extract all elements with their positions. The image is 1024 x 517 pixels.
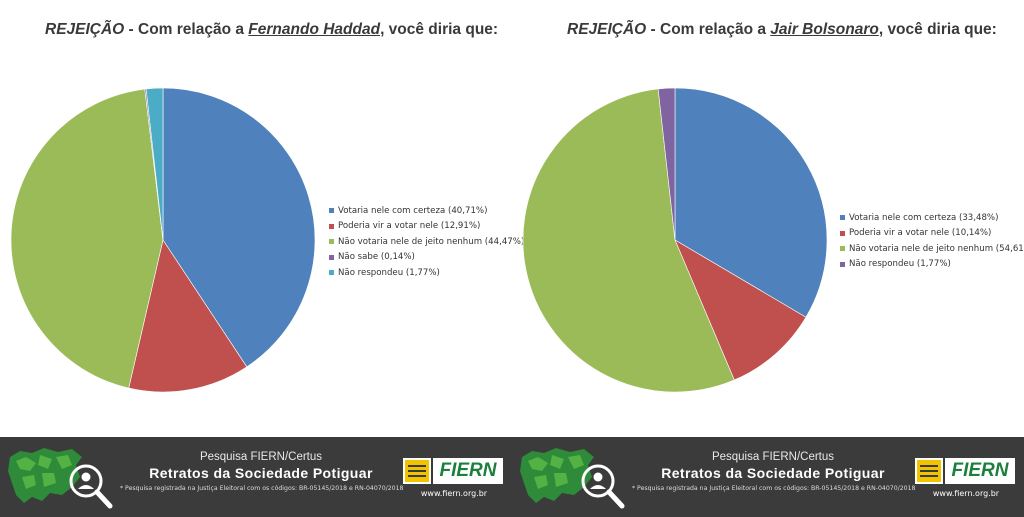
legend-swatch — [840, 215, 845, 221]
footer-bar: Pesquisa FIERN/Certus Retratos da Socied… — [0, 437, 1024, 517]
chart-title-prefix: REJEIÇÃO — [45, 21, 125, 38]
footer-subtitle: Pesquisa FIERN/Certus — [199, 451, 323, 463]
legend-haddad: Votaria nele com certeza (40,71%) Poderia… — [329, 203, 524, 281]
legend-item: Não votaria nele de jeito nenhum (44,47%… — [329, 234, 524, 250]
footer-section: Pesquisa FIERN/Certus Retratos da Socied… — [512, 437, 1024, 517]
legend-item: Votaria nele com certeza (33,48%) — [840, 210, 1024, 226]
legend-item: Poderia vir a votar nele (12,91%) — [329, 219, 524, 235]
legend-swatch — [329, 270, 334, 276]
legend-swatch — [840, 261, 845, 267]
footer-title: Retratos da Sociedade Potiguar — [661, 465, 885, 481]
legend-swatch — [329, 223, 334, 229]
legend-label: Poderia vir a votar nele (12,91%) — [338, 221, 481, 232]
legend-label: Votaria nele com certeza (33,48%) — [849, 212, 999, 223]
legend-swatch — [329, 208, 334, 214]
chart-panel-haddad: REJEIÇÃO - Com relação a Fernando Haddad… — [0, 0, 524, 437]
fiern-logo-icon — [403, 458, 431, 484]
fiern-logo: FIERN — [403, 458, 503, 484]
chart-title-middle: - Com relação a — [124, 21, 249, 38]
chart-title: REJEIÇÃO - Com relação a Fernando Haddad… — [45, 21, 498, 39]
legend-item: Poderia vir a votar nele (10,14%) — [840, 226, 1024, 242]
legend-bolsonaro: Votaria nele com certeza (33,48%) Poderia… — [840, 210, 1024, 272]
legend-label: Não respondeu (1,77%) — [849, 259, 951, 270]
footer-note: * Pesquisa registrada na Justiça Eleitor… — [120, 485, 404, 492]
fiern-logo-icon — [915, 458, 943, 484]
legend-item: Não respondeu (1,77%) — [329, 265, 524, 281]
pie-slice-3 — [10, 88, 164, 389]
fiern-brand: FIERN — [433, 458, 503, 484]
chart-title-prefix: REJEIÇÃO — [567, 21, 647, 38]
footer-subtitle: Pesquisa FIERN/Certus — [711, 451, 835, 463]
pie-slice-1 — [674, 87, 828, 318]
legend-swatch — [840, 246, 845, 252]
footer-text: Pesquisa FIERN/Certus Retratos da Socied… — [120, 451, 404, 492]
chart-title: REJEIÇÃO - Com relação a Jair Bolsonaro,… — [567, 21, 997, 39]
footer-url: www.fiern.org.br — [932, 489, 1000, 498]
rn-map-magnifier-icon — [8, 448, 113, 509]
footer-url: www.fiern.org.br — [420, 489, 488, 498]
legend-label: Não respondeu (1,77%) — [338, 267, 440, 278]
footer-section: Pesquisa FIERN/Certus Retratos da Socied… — [0, 437, 512, 517]
legend-label: Não sabe (0,14%) — [338, 252, 415, 263]
legend-item: Não respondeu (1,77%) — [840, 257, 1024, 273]
fiern-brand: FIERN — [945, 458, 1015, 484]
chart-title-name: Jair Bolsonaro — [770, 21, 879, 38]
pie-slice-2 — [128, 239, 248, 393]
legend-label: Poderia vir a votar nele (10,14%) — [849, 228, 992, 239]
legend-label: Votaria nele com certeza (40,71%) — [338, 205, 488, 216]
pie-slice-5 — [145, 87, 164, 241]
pie-slice-3 — [522, 88, 735, 393]
chart-title-name: Fernando Haddad — [248, 21, 381, 38]
pie-chart-bolsonaro — [522, 87, 828, 393]
pie-slice-2 — [674, 239, 807, 381]
legend-swatch — [329, 254, 334, 260]
pie-slice-4 — [657, 87, 676, 241]
footer-text: Pesquisa FIERN/Certus Retratos da Socied… — [632, 451, 916, 492]
chart-title-middle: - Com relação a — [646, 21, 771, 38]
chart-title-suffix: , você diria que: — [380, 21, 499, 38]
rn-map-magnifier-icon — [520, 448, 625, 509]
legend-item: Não votaria nele de jeito nenhum (54,61%… — [840, 241, 1024, 257]
legend-item: Não sabe (0,14%) — [329, 250, 524, 266]
pie-chart-haddad — [10, 87, 316, 393]
chart-title-suffix: , você diria que: — [878, 21, 997, 38]
legend-swatch — [329, 239, 334, 245]
fiern-logo: FIERN — [915, 458, 1015, 484]
footer-title: Retratos da Sociedade Potiguar — [149, 465, 373, 481]
legend-item: Votaria nele com certeza (40,71%) — [329, 203, 524, 219]
legend-swatch — [840, 230, 845, 236]
legend-label: Não votaria nele de jeito nenhum (54,61%… — [849, 243, 1024, 254]
legend-label: Não votaria nele de jeito nenhum (44,47%… — [338, 236, 525, 247]
footer-note: * Pesquisa registrada na Justiça Eleitor… — [632, 485, 916, 492]
chart-panel-bolsonaro: REJEIÇÃO - Com relação a Jair Bolsonaro,… — [512, 0, 1024, 437]
